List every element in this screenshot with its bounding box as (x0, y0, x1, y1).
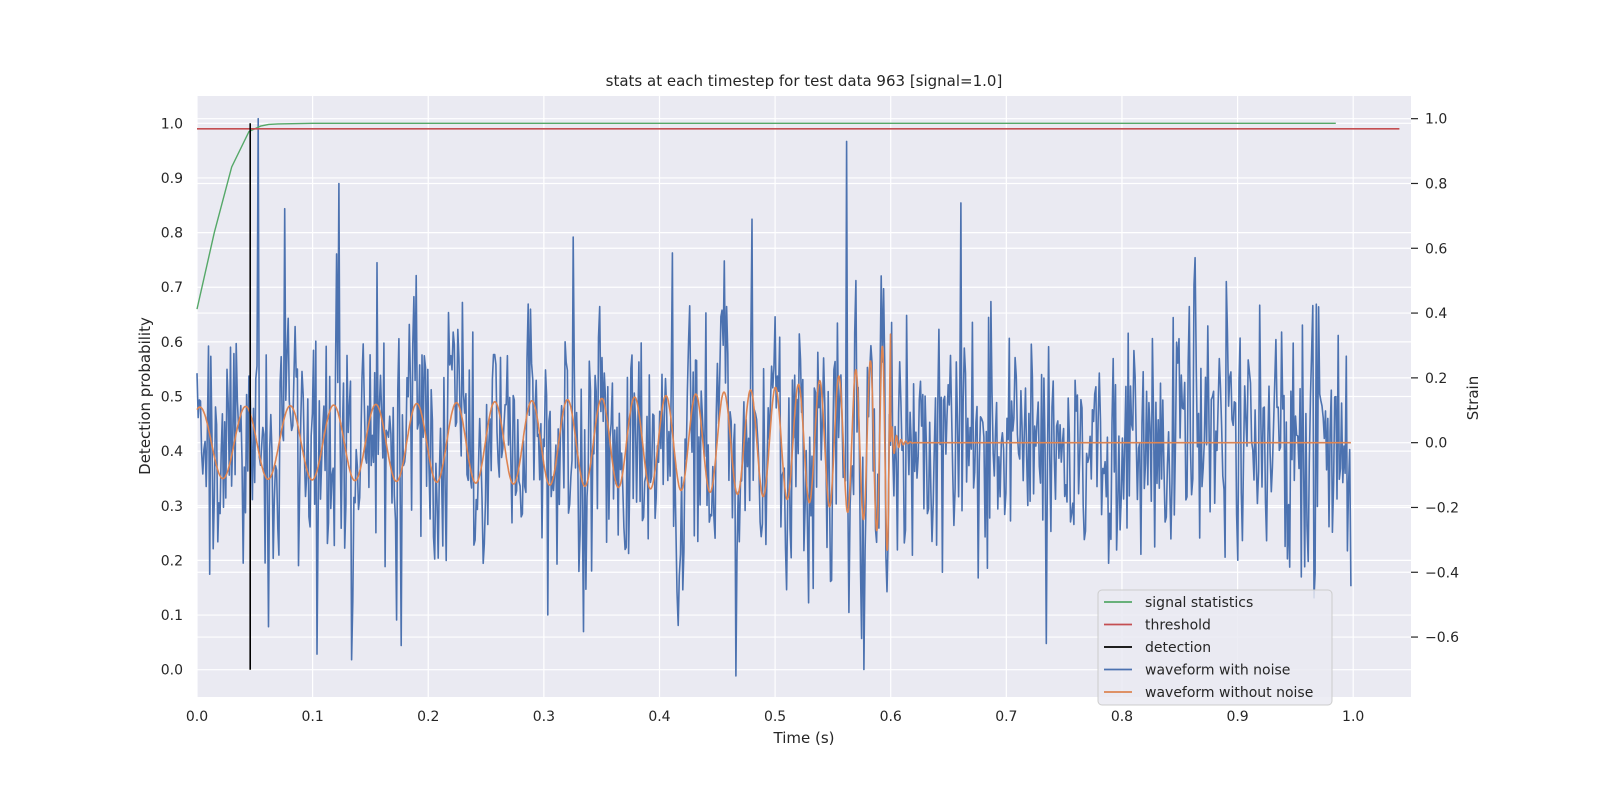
chart-title: stats at each timestep for test data 963… (606, 72, 1003, 90)
x-tick-label: 0.8 (1111, 709, 1133, 725)
legend-label: signal statistics (1145, 595, 1253, 611)
y-tick-label: 0.9 (161, 171, 183, 187)
y-tick-label: 0.7 (161, 280, 183, 296)
y2-axis-ticks: −0.6 −0.4 −0.2 0.0 0.2 0.4 0.6 0.8 1.0 (1411, 112, 1459, 646)
x-tick-label: 0.2 (417, 709, 439, 725)
y-tick-label: 1.0 (161, 116, 183, 132)
x-axis-label: Time (s) (773, 729, 835, 747)
y-tick-label: 0.0 (161, 663, 183, 679)
y-tick-label: 0.8 (161, 226, 183, 242)
y2-tick-label: −0.4 (1425, 565, 1459, 581)
series-waveform-without-noise (196, 333, 1352, 551)
x-tick-label: 0.9 (1226, 709, 1248, 725)
legend-box (1097, 589, 1333, 706)
y-tick-label: 0.1 (161, 608, 183, 624)
y-axis-ticks: 0.0 0.1 0.2 0.3 0.4 0.5 0.6 0.7 0.8 0.9 1.0 (161, 116, 183, 678)
legend-label: detection (1145, 640, 1211, 656)
legend: signal statistics threshold detection wavef… (1097, 589, 1333, 706)
x-tick-label: 0.7 (995, 709, 1017, 725)
x-tick-label: 0.4 (648, 709, 670, 725)
y-tick-label: 0.3 (161, 499, 183, 515)
legend-label: waveform with noise (1145, 663, 1290, 679)
x-axis-ticks: 0.0 0.1 0.2 0.3 0.4 0.5 0.6 0.7 0.8 0.9 1.0 (186, 709, 1364, 725)
y-tick-label: 0.4 (161, 444, 183, 460)
legend-label: waveform without noise (1145, 685, 1313, 701)
legend-label: threshold (1145, 618, 1211, 634)
y2-tick-label: 0.8 (1425, 176, 1447, 192)
y2-tick-label: 0.0 (1425, 436, 1447, 452)
y2-tick-label: −0.2 (1425, 500, 1459, 516)
y2-tick-label: 0.2 (1425, 371, 1447, 387)
y-tick-label: 0.6 (161, 335, 183, 351)
y2-tick-label: 0.4 (1425, 306, 1447, 322)
y-axis-label: Detection probability (136, 317, 154, 475)
y2-axis-label: Strain (1464, 376, 1482, 420)
x-tick-label: 0.5 (764, 709, 786, 725)
y2-tick-label: −0.6 (1425, 630, 1459, 646)
x-tick-label: 0.6 (880, 709, 902, 725)
y-tick-label: 0.5 (161, 390, 183, 406)
x-tick-label: 0.1 (301, 709, 323, 725)
series-signal-statistics (196, 122, 1336, 310)
x-tick-label: 1.0 (1342, 709, 1364, 725)
y-tick-label: 0.2 (161, 553, 183, 569)
x-tick-label: 0.0 (186, 709, 208, 725)
x-tick-label: 0.3 (533, 709, 555, 725)
y2-tick-label: 1.0 (1425, 112, 1447, 128)
series-layer (196, 117, 1400, 677)
y2-tick-label: 0.6 (1425, 241, 1447, 257)
